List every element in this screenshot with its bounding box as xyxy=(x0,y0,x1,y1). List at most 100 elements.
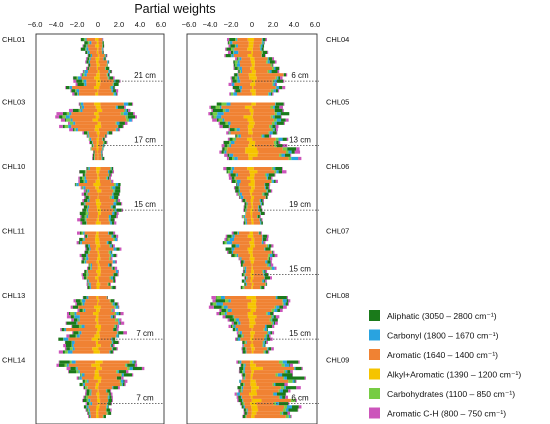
bar-segment xyxy=(76,241,79,245)
bar-segment xyxy=(68,108,73,113)
bar-segment xyxy=(102,414,104,419)
bar-segment xyxy=(252,102,256,106)
bar-segment xyxy=(273,89,276,93)
bar-segment xyxy=(82,379,85,383)
bar-segment xyxy=(87,208,89,212)
bar-segment xyxy=(98,282,101,286)
bar-segment xyxy=(113,340,119,344)
bar-segment xyxy=(255,82,273,86)
bar-segment xyxy=(78,92,96,96)
bar-segment xyxy=(288,156,292,161)
bar-segment xyxy=(282,299,287,303)
bar-segment xyxy=(120,321,125,325)
bar-segment xyxy=(98,231,99,235)
bar-segment xyxy=(225,54,231,58)
bar-segment xyxy=(88,131,89,135)
bar-segment xyxy=(257,392,273,396)
bar-segment xyxy=(248,128,252,132)
bar-segment xyxy=(256,305,275,309)
bar-segment xyxy=(98,63,100,67)
bar-segment xyxy=(284,363,290,367)
bar-segment xyxy=(115,334,117,338)
bar-segment xyxy=(69,86,73,90)
bar-segment xyxy=(96,405,98,409)
bar-segment xyxy=(124,379,128,383)
bar-segment xyxy=(64,347,67,351)
bar-segment xyxy=(111,308,113,312)
bar-segment xyxy=(228,324,231,328)
bar-segment xyxy=(286,405,293,409)
bar-segment xyxy=(250,366,252,371)
bar-segment xyxy=(109,221,111,225)
bar-segment xyxy=(234,44,237,48)
bar-segment xyxy=(88,273,98,277)
bar-segment xyxy=(230,50,233,54)
bar-segment xyxy=(110,276,113,280)
bar-segment xyxy=(111,89,114,93)
bar-segment xyxy=(84,250,89,254)
bar-segment xyxy=(252,395,279,399)
core-label: CHL10 xyxy=(2,162,25,171)
bar-segment xyxy=(267,189,268,193)
bar-segment xyxy=(64,363,67,367)
bar-segment xyxy=(237,334,242,338)
bar-segment xyxy=(270,276,272,280)
bar-segment xyxy=(269,60,275,64)
bar-segment xyxy=(241,192,251,196)
bar-segment xyxy=(77,366,96,371)
bar-segment xyxy=(274,144,277,148)
bar-segment xyxy=(252,173,255,177)
bar-segment xyxy=(98,328,101,332)
bar-segment xyxy=(253,108,275,113)
bar-segment xyxy=(99,285,111,290)
bar-segment xyxy=(252,131,253,135)
bar-segment xyxy=(129,360,133,364)
bar-segment xyxy=(227,121,231,125)
bar-segment xyxy=(96,41,98,45)
bar-segment xyxy=(112,192,114,196)
bar-segment xyxy=(113,347,117,351)
bar-segment xyxy=(219,124,223,129)
bar-segment xyxy=(239,57,242,61)
bar-segment xyxy=(70,366,76,371)
bar-segment xyxy=(253,334,265,338)
bar-segment xyxy=(246,199,251,203)
bar-segment xyxy=(99,170,108,174)
bar-segment xyxy=(114,324,116,328)
bar-segment xyxy=(102,137,105,141)
bar-segment xyxy=(98,144,103,148)
bar-segment xyxy=(228,44,231,48)
bar-segment xyxy=(263,344,265,348)
bar-segment xyxy=(80,47,86,51)
bar-segment xyxy=(265,186,269,190)
bar-segment xyxy=(80,105,82,109)
core-separator xyxy=(36,163,164,166)
bar-segment xyxy=(95,221,98,225)
bar-segment xyxy=(274,382,276,387)
bar-segment xyxy=(237,392,240,396)
bar-segment xyxy=(256,315,272,319)
bar-segment xyxy=(237,63,240,67)
bar-segment xyxy=(255,140,274,145)
bar-segment xyxy=(241,373,243,377)
bar-segment xyxy=(221,115,244,119)
bar-segment xyxy=(100,105,116,109)
bar-segment xyxy=(111,253,114,258)
bar-segment xyxy=(98,170,100,174)
bar-segment xyxy=(99,179,111,183)
bar-segment xyxy=(237,386,241,390)
bar-segment xyxy=(254,318,270,322)
bar-segment xyxy=(252,373,254,377)
bar-segment xyxy=(227,237,230,242)
bar-segment xyxy=(250,179,252,183)
bar-segment xyxy=(121,202,123,206)
bar-segment xyxy=(81,257,84,261)
bar-segment xyxy=(254,241,262,245)
bar-segment xyxy=(96,408,98,412)
bar-segment xyxy=(110,392,113,396)
bar-segment xyxy=(89,189,97,193)
bar-segment xyxy=(251,347,252,351)
bar-segment xyxy=(226,131,229,135)
bar-segment xyxy=(246,218,252,222)
bar-segment xyxy=(99,237,114,242)
